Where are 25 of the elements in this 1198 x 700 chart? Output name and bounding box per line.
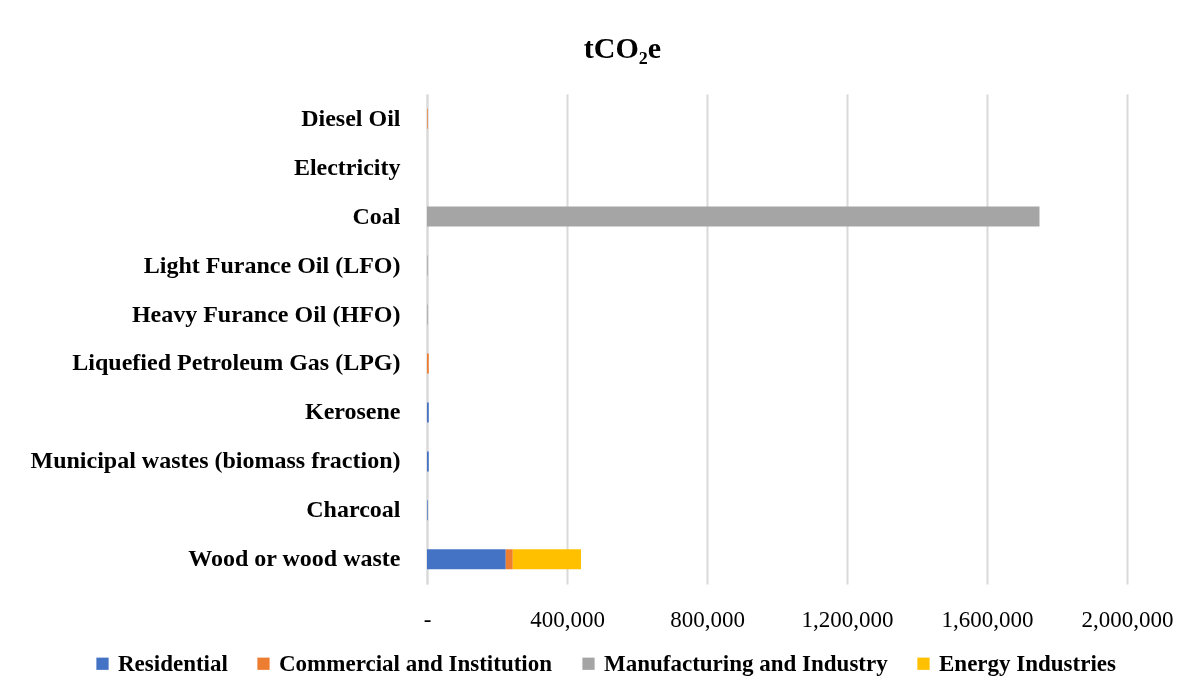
bar bbox=[427, 206, 1040, 227]
legend-label: Commercial and Institution bbox=[279, 650, 553, 676]
x-tick-label: - bbox=[423, 606, 432, 632]
y-tick-label: Charcoal bbox=[306, 496, 401, 523]
y-tick-label: Kerosene bbox=[304, 398, 401, 425]
legend-label: Energy Industries bbox=[939, 650, 1117, 676]
bar bbox=[512, 549, 581, 570]
chart-title: tCO₂e bbox=[583, 31, 662, 64]
y-tick-label: Diesel Oil bbox=[301, 104, 401, 131]
x-tick-label: 400,000 bbox=[530, 606, 605, 632]
y-tick-label: Coal bbox=[352, 202, 401, 229]
bar bbox=[505, 549, 513, 570]
x-tick-label: 1,200,000 bbox=[801, 606, 894, 632]
legend-label: Residential bbox=[118, 650, 228, 676]
y-tick-label: Liquefied Petroleum Gas (LPG) bbox=[72, 349, 401, 376]
x-tick-label: 1,600,000 bbox=[941, 606, 1034, 632]
x-tick-label: 2,000,000 bbox=[1081, 606, 1174, 632]
x-tick-label: 800,000 bbox=[670, 606, 745, 632]
y-tick-label: Light Furance Oil (LFO) bbox=[143, 251, 401, 278]
bar bbox=[427, 549, 506, 570]
y-tick-label: Municipal wastes (biomass fraction) bbox=[30, 447, 401, 474]
legend-label: Manufacturing and Industry bbox=[604, 650, 889, 676]
y-tick-label: Wood or wood waste bbox=[188, 545, 401, 572]
y-tick-label: Heavy Furance Oil (HFO) bbox=[131, 300, 401, 327]
y-tick-label: Electricity bbox=[293, 153, 401, 180]
